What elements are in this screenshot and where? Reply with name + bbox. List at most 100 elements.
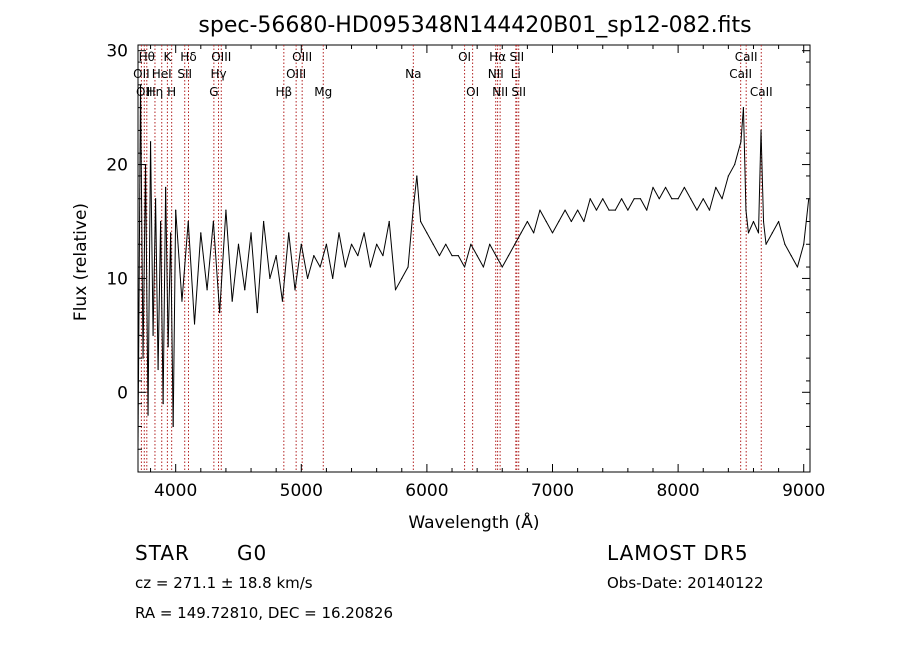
spectrum-point-85: [608, 209, 610, 211]
observation-date: Obs-Date: 20140122: [607, 574, 764, 592]
spectrum-segment-80: [577, 209, 585, 222]
spectrum-segment-31: [275, 255, 283, 302]
spectrum-segment-102: [715, 187, 723, 199]
spectrum-point-34: [294, 289, 296, 291]
spectrum-segment-81: [583, 198, 591, 222]
spectrum-point-92: [652, 186, 654, 188]
spectrum-segment-9: [160, 221, 164, 404]
coordinates: RA = 149.72810, DEC = 16.20826: [135, 604, 394, 622]
object-class: STAR: [135, 541, 190, 565]
spectrum-point-38: [319, 266, 321, 268]
spectrum-segment-105: [734, 141, 742, 165]
spectrum-segment-56: [426, 232, 434, 245]
line-label-13: OIII: [286, 67, 306, 81]
spectrum-segment-73: [533, 209, 541, 234]
spectrum-point-27: [250, 232, 252, 234]
spectrum-point-76: [551, 232, 554, 234]
spectrum-point-115: [771, 232, 773, 234]
spectrum-segment-91: [646, 187, 654, 211]
spectrum-segment-22: [219, 210, 227, 313]
spectrum-point-89: [633, 198, 635, 200]
spectrum-point-83: [595, 209, 598, 211]
line-label-7: SII: [177, 67, 192, 81]
spectrum-segment-5: [150, 141, 154, 336]
spectrum-point-110: [752, 220, 755, 223]
line-label-12: Hβ: [275, 85, 292, 99]
spectrum-point-35: [300, 243, 302, 245]
spectrum-segment-45: [363, 232, 371, 268]
spectrum-point-26: [244, 289, 246, 291]
spectrum-segment-93: [658, 187, 666, 199]
spectrum-point-52: [407, 266, 409, 268]
spectrum-segment-108: [745, 210, 749, 233]
spectrum-point-105: [734, 163, 736, 166]
spectrum-point-46: [369, 266, 371, 268]
spectrum-segment-33: [288, 232, 296, 290]
spectrum-segment-59: [445, 244, 453, 256]
spectrum-point-120: [803, 243, 805, 245]
spectrum-point-11: [165, 186, 167, 188]
spectrum-point-49: [388, 220, 390, 223]
spectrum-segment-2: [142, 164, 147, 359]
spectrum-segment-27: [250, 232, 258, 313]
spectrum-point-86: [614, 209, 616, 211]
spectrum-segment-47: [376, 244, 384, 256]
line-label-20: Hα: [489, 50, 506, 64]
spectrum-point-90: [639, 198, 642, 200]
spectral-line-labels: OIIOIIHθHηHeIKHSIIHδGHγOIIIHβOIIIOIIIMgN…: [133, 50, 773, 99]
line-label-24: SII: [511, 85, 526, 99]
spectrum-point-31: [275, 255, 277, 257]
spectrum-point-33: [288, 232, 290, 234]
spectrum-point-2: [142, 357, 144, 359]
survey-name: LAMOST DR5: [607, 541, 749, 565]
spectrum-point-119: [796, 266, 799, 268]
spectrum-segment-117: [784, 244, 792, 256]
spectrum-segment-115: [771, 221, 780, 234]
line-label-21: NII: [492, 85, 508, 99]
spectrum-point-22: [219, 311, 221, 314]
spectrum-point-55: [420, 220, 422, 223]
spectrum-point-53: [412, 209, 414, 211]
line-label-8: Hδ: [180, 50, 196, 64]
spectrum-point-4: [147, 414, 149, 416]
spectrum-segment-51: [401, 266, 409, 279]
spectrum-segment-68: [501, 255, 509, 268]
spectrum-segment-110: [753, 221, 759, 234]
spectrum-segment-29: [263, 221, 271, 279]
spectrum-segment-39: [325, 244, 334, 279]
spectral-line-markers: [140, 45, 762, 472]
spectrum-point-16: [181, 300, 183, 302]
spectrum-point-67: [495, 255, 497, 257]
spectrum-point-80: [577, 209, 579, 211]
spectrum-point-44: [357, 255, 359, 257]
spectrum-segment-72: [526, 221, 535, 234]
spectrum-series: [137, 84, 810, 450]
spectrum-point-71: [520, 232, 522, 234]
spectrum-segment-100: [702, 198, 710, 211]
spectrum-segment-83: [596, 198, 604, 211]
spectrum-point-78: [564, 209, 566, 211]
spectrum-segment-119: [796, 244, 805, 268]
spectrum-point-24: [231, 300, 233, 302]
line-label-0: OII: [133, 67, 150, 81]
spectrum-segment-10: [162, 187, 167, 404]
spectrum-point-102: [715, 186, 717, 188]
y-tick-label-0: 0: [117, 383, 128, 403]
spectrum-point-9: [160, 220, 162, 223]
spectrum-segment-90: [639, 198, 648, 211]
line-label-4: HeI: [152, 67, 172, 81]
line-label-3: Hη: [147, 85, 164, 99]
spectrum-point-88: [627, 209, 629, 211]
spectrum-segment-99: [696, 198, 704, 211]
spectrum-point-37: [313, 255, 315, 257]
spectrum-segment-112: [760, 130, 765, 222]
line-label-22: Li: [511, 67, 521, 81]
spectrum-point-116: [777, 220, 780, 223]
spectrum-segment-62: [464, 244, 472, 268]
line-label-25: CaII: [729, 67, 752, 81]
spectrum-point-96: [677, 198, 679, 200]
spectrum-point-58: [438, 255, 441, 257]
spectrum-segment-25: [237, 244, 246, 290]
spectrum-point-91: [646, 209, 648, 211]
